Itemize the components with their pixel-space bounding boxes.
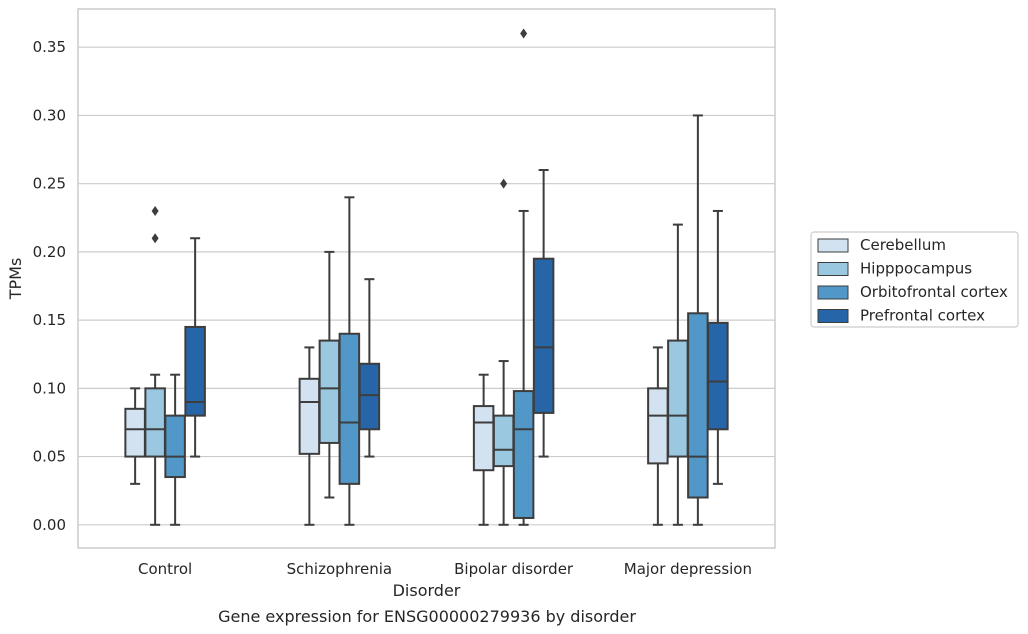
chart-caption: Gene expression for ENSG00000279936 by d… bbox=[218, 607, 636, 626]
box-body bbox=[647, 387, 669, 465]
legend-label: Orbitofrontal cortex bbox=[860, 283, 1008, 301]
x-tick-label: Bipolar disorder bbox=[454, 560, 574, 578]
box-body bbox=[492, 414, 515, 468]
outlier-point bbox=[151, 205, 159, 216]
box-body bbox=[358, 362, 381, 431]
box-hipppocampus bbox=[667, 223, 689, 526]
box-body bbox=[707, 321, 729, 431]
box-orbitofrontal-cortex bbox=[512, 28, 535, 526]
x-tick-label: Major depression bbox=[624, 560, 752, 578]
box-prefrontal-cortex bbox=[358, 278, 381, 458]
y-tick-label: 0.35 bbox=[33, 38, 66, 56]
box-cerebellum bbox=[124, 387, 146, 485]
box-body bbox=[687, 312, 709, 499]
y-tick-label: 0.10 bbox=[33, 379, 66, 397]
legend-swatch bbox=[817, 309, 849, 323]
boxes bbox=[124, 28, 729, 526]
box-cerebellum bbox=[472, 373, 495, 526]
box-hipppocampus bbox=[144, 205, 166, 526]
box-body bbox=[338, 332, 361, 485]
outlier-point bbox=[151, 233, 159, 244]
box-body bbox=[184, 325, 206, 417]
x-tick-label: Control bbox=[138, 560, 192, 578]
legend-frame bbox=[810, 231, 1019, 328]
legend-label: Hipppocampus bbox=[860, 260, 972, 278]
box-body bbox=[667, 339, 689, 458]
y-tick-label: 0.25 bbox=[33, 175, 66, 193]
box-body bbox=[472, 405, 495, 472]
box-body bbox=[124, 407, 146, 458]
box-body bbox=[512, 390, 535, 519]
box-body bbox=[144, 387, 166, 458]
legend-label: Cerebellum bbox=[860, 236, 946, 254]
box-prefrontal-cortex bbox=[532, 169, 555, 458]
legend-swatch bbox=[817, 262, 849, 276]
box-body bbox=[318, 339, 341, 444]
x-axis-label: Disorder bbox=[393, 581, 461, 600]
y-tick-label: 0.15 bbox=[33, 311, 66, 329]
box-cerebellum bbox=[298, 346, 321, 526]
y-tick-label: 0.20 bbox=[33, 243, 66, 261]
box-orbitofrontal-cortex bbox=[164, 373, 186, 526]
outlier-point bbox=[500, 178, 508, 189]
y-tick-label: 0.30 bbox=[33, 106, 66, 124]
box-orbitofrontal-cortex bbox=[687, 114, 709, 526]
box-cerebellum bbox=[647, 346, 669, 526]
y-tick-label: 0.05 bbox=[33, 448, 66, 466]
box-body bbox=[164, 414, 186, 479]
legend-swatch bbox=[817, 238, 849, 253]
legend-label: Prefrontal cortex bbox=[860, 307, 985, 325]
y-tick-label: 0.00 bbox=[33, 516, 66, 534]
outlier-point bbox=[520, 28, 528, 39]
box-hipppocampus bbox=[318, 250, 341, 499]
y-tick-labels: 0.00 0.05 0.10 0.15 0.20 0.25 0.30 0.35 bbox=[33, 38, 66, 534]
plot-frame bbox=[77, 8, 776, 549]
box-body bbox=[532, 257, 555, 414]
x-tick-labels: Control Schizophrenia Bipolar disorder Majo… bbox=[138, 560, 752, 578]
box-body bbox=[298, 377, 321, 455]
box-hipppocampus bbox=[492, 178, 515, 526]
y-axis-label: TPMs bbox=[6, 258, 25, 301]
legend-swatch bbox=[817, 285, 849, 300]
x-tick-label: Schizophrenia bbox=[287, 560, 392, 578]
box-prefrontal-cortex bbox=[707, 209, 729, 485]
legend: Cerebellum Hipppocampus Orbitofrontal cort… bbox=[810, 231, 1019, 328]
box-prefrontal-cortex bbox=[184, 237, 206, 458]
box-orbitofrontal-cortex bbox=[338, 196, 361, 526]
